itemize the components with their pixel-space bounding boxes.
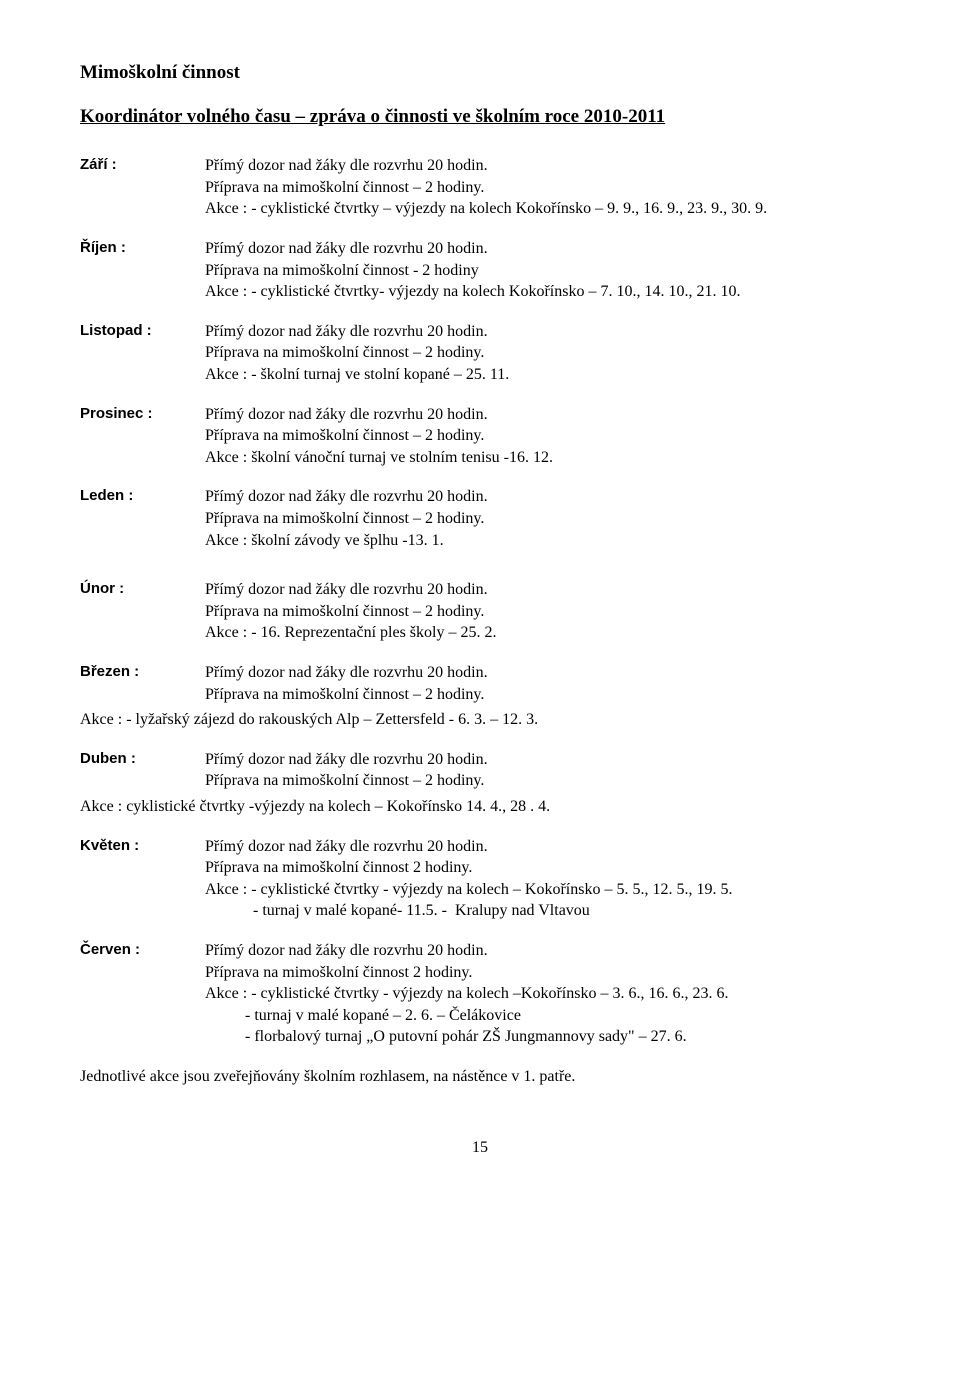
akce-line: Akce : - cyklistické čtvrtky - výjezdy n… bbox=[205, 983, 880, 1005]
entry-body: Přímý dozor nad žáky dle rozvrhu 20 hodi… bbox=[205, 486, 880, 551]
priprava-line: Příprava na mimoškolní činnost - 2 hodin… bbox=[205, 260, 880, 282]
priprava-line: Příprava na mimoškolní činnost – 2 hodin… bbox=[205, 508, 880, 530]
entry-label: Květen : bbox=[80, 836, 205, 856]
priprava-line: Příprava na mimoškolní činnost – 2 hodin… bbox=[205, 684, 880, 706]
entry-cerven: Červen : Přímý dozor nad žáky dle rozvrh… bbox=[80, 940, 880, 1048]
entry-prosinec: Prosinec : Přímý dozor nad žáky dle rozv… bbox=[80, 404, 880, 469]
entry-kveten: Květen : Přímý dozor nad žáky dle rozvrh… bbox=[80, 836, 880, 922]
entry-label: Listopad : bbox=[80, 321, 205, 341]
entry-brezen: Březen : Přímý dozor nad žáky dle rozvrh… bbox=[80, 662, 880, 705]
page-subtitle: Koordinátor volného času – zpráva o činn… bbox=[80, 104, 880, 130]
dozor-line: Přímý dozor nad žáky dle rozvrhu 20 hodi… bbox=[205, 579, 880, 601]
priprava-line: Příprava na mimoškolní činnost – 2 hodin… bbox=[205, 342, 880, 364]
entry-body: Přímý dozor nad žáky dle rozvrhu 20 hodi… bbox=[205, 749, 880, 792]
dozor-line: Přímý dozor nad žáky dle rozvrhu 20 hodi… bbox=[205, 662, 880, 684]
priprava-line: Příprava na mimoškolní činnost – 2 hodin… bbox=[205, 425, 880, 447]
entry-label: Únor : bbox=[80, 579, 205, 599]
entry-body: Přímý dozor nad žáky dle rozvrhu 20 hodi… bbox=[205, 579, 880, 644]
dozor-line: Přímý dozor nad žáky dle rozvrhu 20 hodi… bbox=[205, 940, 880, 962]
akce-line: Akce : školní závody ve šplhu -13. 1. bbox=[205, 530, 880, 552]
footer-note: Jednotlivé akce jsou zveřejňovány školní… bbox=[80, 1066, 880, 1088]
akce-line: Akce : - cyklistické čtvrtky - výjezdy n… bbox=[205, 879, 880, 901]
entry-listopad: Listopad : Přímý dozor nad žáky dle rozv… bbox=[80, 321, 880, 386]
entry-label: Duben : bbox=[80, 749, 205, 769]
dozor-line: Přímý dozor nad žáky dle rozvrhu 20 hodi… bbox=[205, 155, 880, 177]
priprava-line: Příprava na mimoškolní činnost 2 hodiny. bbox=[205, 962, 880, 984]
entry-body: Přímý dozor nad žáky dle rozvrhu 20 hodi… bbox=[205, 662, 880, 705]
priprava-line: Příprava na mimoškolní činnost 2 hodiny. bbox=[205, 857, 880, 879]
dozor-line: Přímý dozor nad žáky dle rozvrhu 20 hodi… bbox=[205, 321, 880, 343]
entry-body: Přímý dozor nad žáky dle rozvrhu 20 hodi… bbox=[205, 155, 880, 220]
akce-line: Akce : školní vánoční turnaj ve stolním … bbox=[205, 447, 880, 469]
akce-line: Akce : - cyklistické čtvrtky – výjezdy n… bbox=[205, 198, 880, 220]
entry-label: Březen : bbox=[80, 662, 205, 682]
dozor-line: Přímý dozor nad žáky dle rozvrhu 20 hodi… bbox=[205, 486, 880, 508]
priprava-line: Příprava na mimoškolní činnost – 2 hodin… bbox=[205, 770, 880, 792]
priprava-line: Příprava na mimoškolní činnost – 2 hodin… bbox=[205, 177, 880, 199]
entry-body: Přímý dozor nad žáky dle rozvrhu 20 hodi… bbox=[205, 238, 880, 303]
dozor-line: Přímý dozor nad žáky dle rozvrhu 20 hodi… bbox=[205, 404, 880, 426]
entry-label: Prosinec : bbox=[80, 404, 205, 424]
entry-label: Září : bbox=[80, 155, 205, 175]
entry-body: Přímý dozor nad žáky dle rozvrhu 20 hodi… bbox=[205, 940, 880, 1048]
entry-zari: Září : Přímý dozor nad žáky dle rozvrhu … bbox=[80, 155, 880, 220]
akce-line: Akce : - školní turnaj ve stolní kopané … bbox=[205, 364, 880, 386]
page-number: 15 bbox=[80, 1137, 880, 1159]
entry-label: Leden : bbox=[80, 486, 205, 506]
entry-body: Přímý dozor nad žáky dle rozvrhu 20 hodi… bbox=[205, 404, 880, 469]
priprava-line: Příprava na mimoškolní činnost – 2 hodin… bbox=[205, 601, 880, 623]
dozor-line: Přímý dozor nad žáky dle rozvrhu 20 hodi… bbox=[205, 749, 880, 771]
entry-label: Červen : bbox=[80, 940, 205, 960]
page-title: Mimoškolní činnost bbox=[80, 60, 880, 86]
akce-line: Akce : - cyklistické čtvrtky- výjezdy na… bbox=[205, 281, 880, 303]
akce-extra-line: - turnaj v malé kopané- 11.5. - Kralupy … bbox=[205, 900, 880, 922]
entry-label: Říjen : bbox=[80, 238, 205, 258]
dozor-line: Přímý dozor nad žáky dle rozvrhu 20 hodi… bbox=[205, 238, 880, 260]
entry-body: Přímý dozor nad žáky dle rozvrhu 20 hodi… bbox=[205, 321, 880, 386]
akce-extra-line: - florbalový turnaj „O putovní pohár ZŠ … bbox=[205, 1026, 880, 1048]
entry-leden: Leden : Přímý dozor nad žáky dle rozvrhu… bbox=[80, 486, 880, 551]
entry-rijen: Říjen : Přímý dozor nad žáky dle rozvrhu… bbox=[80, 238, 880, 303]
akce-standalone: Akce : - lyžařský zájezd do rakouských A… bbox=[80, 709, 880, 731]
akce-standalone: Akce : cyklistické čtvrtky -výjezdy na k… bbox=[80, 796, 880, 818]
entry-body: Přímý dozor nad žáky dle rozvrhu 20 hodi… bbox=[205, 836, 880, 922]
akce-extra-line: - turnaj v malé kopané – 2. 6. – Čelákov… bbox=[205, 1005, 880, 1027]
entry-duben: Duben : Přímý dozor nad žáky dle rozvrhu… bbox=[80, 749, 880, 792]
akce-line: Akce : - 16. Reprezentační ples školy – … bbox=[205, 622, 880, 644]
dozor-line: Přímý dozor nad žáky dle rozvrhu 20 hodi… bbox=[205, 836, 880, 858]
entry-unor: Únor : Přímý dozor nad žáky dle rozvrhu … bbox=[80, 579, 880, 644]
